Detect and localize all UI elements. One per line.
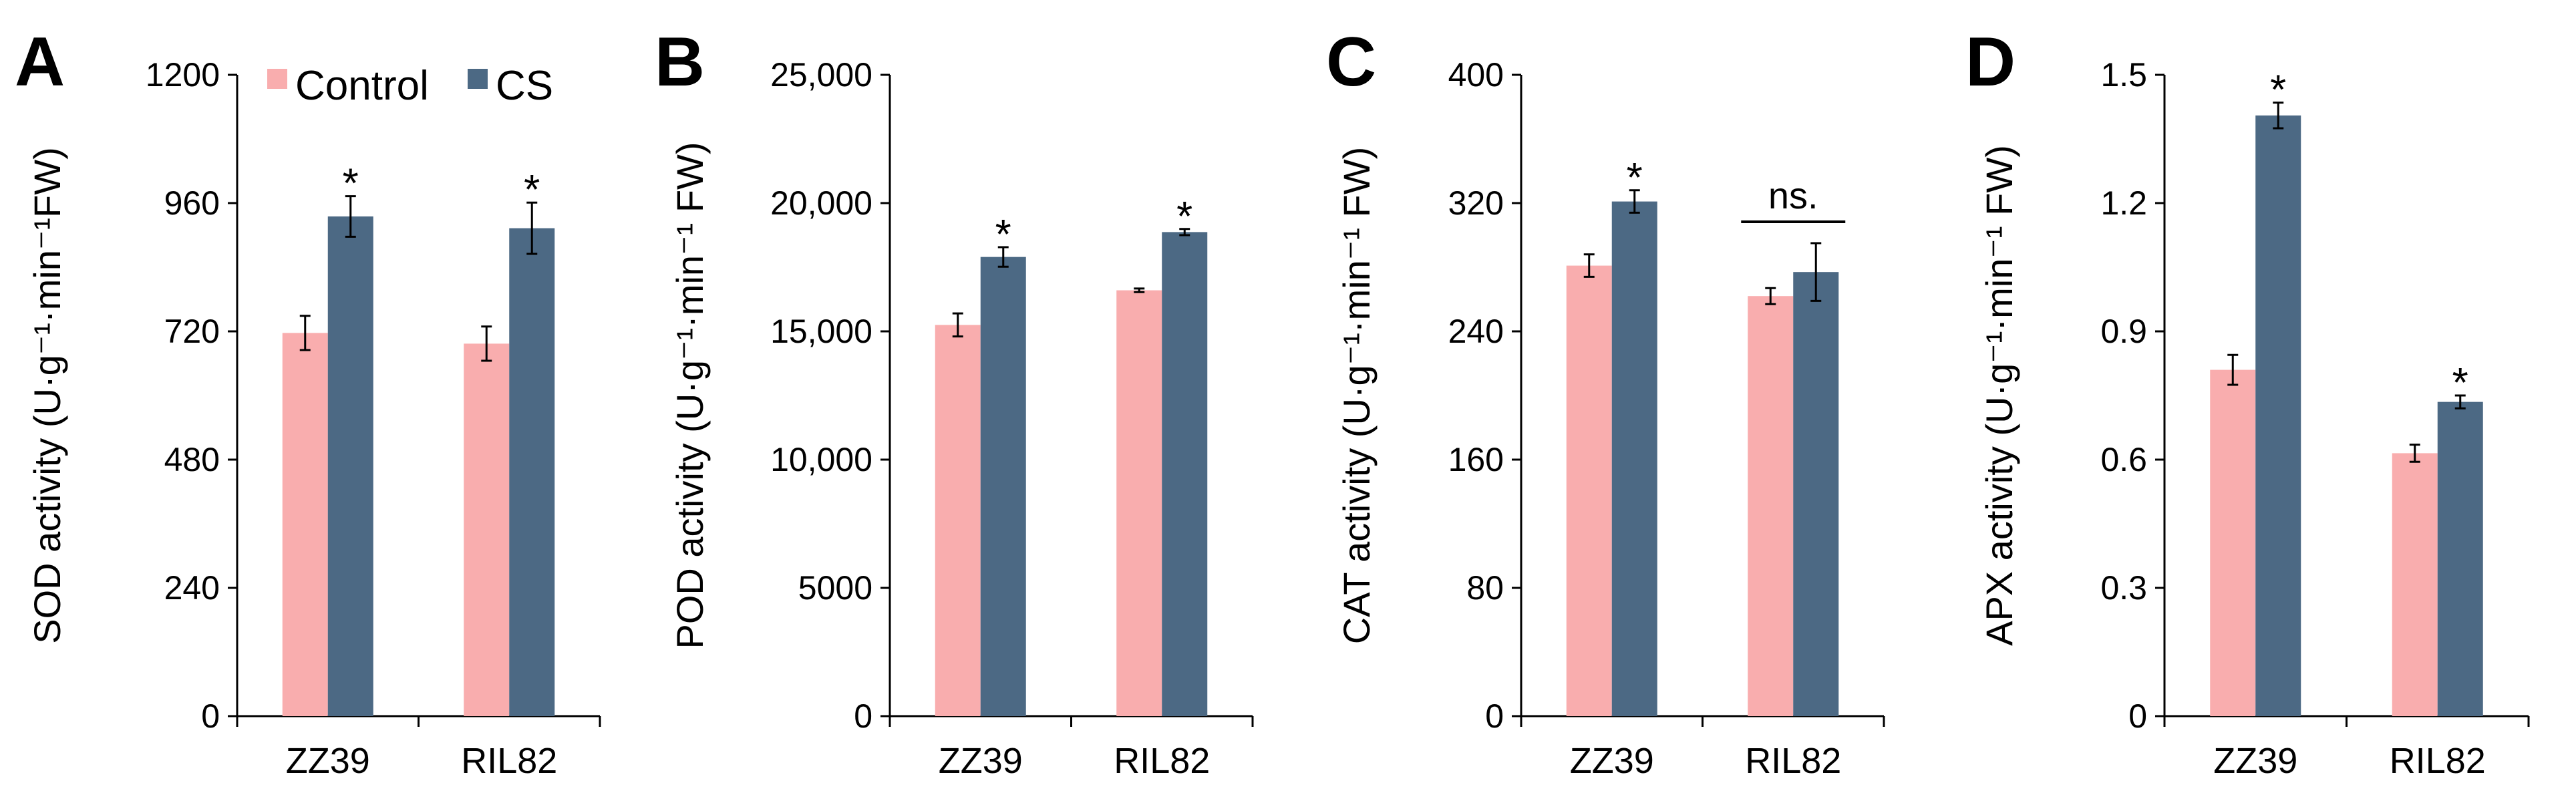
y-axis-label: CAT activity (U·g⁻¹·min⁻¹ FW) <box>1335 147 1378 645</box>
x-tick-label: RIL82 <box>1114 741 1210 781</box>
legend-label-cs: CS <box>496 63 553 109</box>
panel-letter: C <box>1326 23 1376 101</box>
x-tick-label: ZZ39 <box>1570 741 1654 781</box>
y-tick-label: 5000 <box>798 569 872 607</box>
y-tick-label: 80 <box>1466 569 1504 607</box>
y-axis-label: POD activity (U·g⁻¹·min⁻¹ FW) <box>669 142 711 649</box>
bar-control-ril82 <box>464 343 510 716</box>
significance-label: ns. <box>1768 174 1818 216</box>
y-tick-label: 1.5 <box>2100 56 2147 94</box>
y-tick-label: 20,000 <box>770 184 872 222</box>
legend-swatch-cs <box>468 69 488 89</box>
x-tick-label: ZZ39 <box>2213 741 2297 781</box>
bar-cs-ril82 <box>1162 232 1208 717</box>
bar-control-zz39 <box>935 325 981 716</box>
bar-cs-ril82 <box>2437 401 2483 716</box>
x-tick-label: ZZ39 <box>286 741 370 781</box>
y-tick-label: 960 <box>164 184 220 222</box>
y-tick-label: 15,000 <box>770 313 872 350</box>
y-tick-label: 720 <box>164 313 220 350</box>
y-tick-label: 160 <box>1448 441 1504 478</box>
significance-star: * <box>1176 194 1192 240</box>
panel-letter: B <box>655 23 705 101</box>
y-axis-label: APX activity (U·g⁻¹·min⁻¹ FW) <box>1978 145 2020 646</box>
significance-star: * <box>343 161 359 207</box>
y-tick-label: 0.3 <box>2100 569 2147 607</box>
y-axis-label: SOD activity (U·g⁻¹·min⁻¹FW) <box>26 147 68 644</box>
bar-cs-zz39 <box>1611 201 1657 717</box>
x-tick-label: RIL82 <box>2390 741 2486 781</box>
bar-cs-ril82 <box>509 228 555 717</box>
legend-label-control: Control <box>295 63 429 109</box>
significance-star: * <box>995 212 1011 258</box>
significance-star: * <box>2452 360 2468 406</box>
y-tick-label: 240 <box>164 569 220 607</box>
bar-control-zz39 <box>282 333 328 716</box>
y-tick-label: 0 <box>2128 697 2147 735</box>
y-tick-label: 25,000 <box>770 56 872 94</box>
significance-star: * <box>1627 155 1643 201</box>
y-tick-label: 400 <box>1448 56 1504 94</box>
y-tick-label: 0.9 <box>2100 313 2147 350</box>
y-tick-label: 0.6 <box>2100 441 2147 478</box>
bar-cs-zz39 <box>327 216 373 716</box>
y-tick-label: 240 <box>1448 313 1504 350</box>
bar-control-zz39 <box>1566 265 1612 717</box>
y-tick-label: 10,000 <box>770 441 872 478</box>
bar-control-ril82 <box>2392 453 2438 716</box>
bar-control-zz39 <box>2210 369 2256 716</box>
significance-star: * <box>524 167 540 213</box>
bar-cs-zz39 <box>980 257 1026 716</box>
bar-control-ril82 <box>1116 290 1162 716</box>
y-tick-label: 1200 <box>146 56 220 94</box>
x-tick-label: RIL82 <box>1745 741 1841 781</box>
y-tick-label: 480 <box>164 441 220 478</box>
legend-swatch-control <box>267 69 287 89</box>
bar-cs-zz39 <box>2255 115 2301 717</box>
panel-letter: A <box>15 23 65 101</box>
bar-cs-ril82 <box>1793 272 1839 716</box>
panel-letter: D <box>1965 23 2016 101</box>
y-tick-label: 0 <box>854 697 872 735</box>
y-tick-label: 0 <box>1485 697 1504 735</box>
x-tick-label: ZZ39 <box>939 741 1023 781</box>
y-tick-label: 320 <box>1448 184 1504 222</box>
y-tick-label: 0 <box>201 697 220 735</box>
significance-star: * <box>2270 67 2286 114</box>
y-tick-label: 1.2 <box>2100 184 2147 222</box>
x-tick-label: RIL82 <box>461 741 557 781</box>
bar-control-ril82 <box>1748 296 1794 716</box>
